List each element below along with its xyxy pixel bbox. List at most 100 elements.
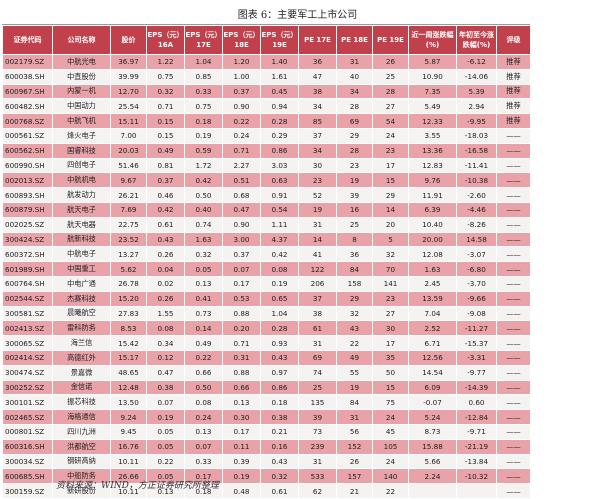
table-cell: -3.70 (456, 275, 497, 292)
table-cell: 0.61 (260, 483, 299, 499)
table-cell: 30 (298, 157, 337, 174)
table-cell: 0.91 (260, 187, 299, 203)
table-cell: 48.65 (110, 364, 147, 381)
table-cell: 0.19 (260, 275, 299, 292)
table-cell: 24 (372, 453, 409, 470)
table-cell: 杰赛科技 (52, 290, 111, 307)
table-cell: 0.24 (222, 127, 261, 144)
table-cell: 12.70 (110, 83, 147, 100)
table-cell: 31 (298, 216, 337, 233)
table-body: 002179.SZ 中航光电 36.97 1.22 1.04 1.20 1.40 36 31 26… (2, 54, 531, 499)
table-cell: 0.53 (222, 290, 261, 307)
table-cell: 0.08 (184, 394, 223, 411)
table-cell: 1.20 (222, 54, 261, 70)
table-cell: 0.97 (260, 364, 299, 381)
table-cell: 1.72 (184, 157, 223, 174)
table-cell: 12.83 (408, 157, 457, 174)
table-cell: 002465.SZ (2, 409, 53, 425)
table-cell: —— (496, 409, 531, 425)
table-cell: 0.13 (146, 483, 185, 499)
table-row: 600316.SH 洪都航空 16.76 0.05 0.07 0.11 0.16 239 152… (2, 438, 531, 455)
table-cell: 0.88 (222, 364, 261, 381)
table-cell: 17 (372, 157, 409, 174)
table-cell: 1.22 (146, 54, 185, 70)
table-cell: -6.80 (456, 261, 497, 277)
header-cell: EPS（元）18E (222, 25, 261, 55)
table-cell: 2.24 (408, 468, 457, 485)
table-cell: -18.03 (456, 127, 497, 144)
table-cell: 0.39 (222, 453, 261, 470)
header-cell: EPS（元）16A (146, 25, 185, 55)
table-cell: —— (496, 201, 531, 218)
header-cell: EPS（元）17E (184, 25, 223, 55)
table-cell: 0.17 (222, 275, 261, 292)
table-cell: 7.35 (408, 83, 457, 100)
table-cell: 34 (298, 142, 337, 159)
table-cell: 5.24 (408, 409, 457, 425)
table-cell: 0.13 (184, 275, 223, 292)
table-cell: 38 (298, 83, 337, 100)
table-cell: 7.04 (408, 305, 457, 322)
table-cell: 600372.SH (2, 246, 53, 263)
table-cell: 15 (372, 172, 409, 189)
table-cell: 140 (372, 468, 409, 485)
table-cell: 6.09 (408, 379, 457, 396)
table-cell: 中国重工 (52, 261, 111, 277)
table-cell: 0.17 (184, 468, 223, 485)
table-cell: 0.86 (260, 142, 299, 159)
table-row: 600990.SH 四创电子 51.46 0.81 1.72 2.27 3.03 30 23 17… (2, 157, 531, 174)
table-cell: 0.59 (184, 142, 223, 159)
table-cell: 海格通信 (52, 409, 111, 425)
table-row: 600893.SH 航发动力 26.21 0.46 0.50 0.68 0.91 52 39 29… (2, 187, 531, 203)
table-cell: 69 (336, 113, 373, 129)
table-cell: 8.73 (408, 423, 457, 440)
table-cell: 000801.SZ (2, 423, 53, 440)
table-cell: 69 (298, 349, 337, 366)
table-cell: 0.28 (260, 320, 299, 337)
table-cell: 39 (336, 187, 373, 203)
table-cell: 15 (372, 379, 409, 396)
table-cell: 15.88 (408, 438, 457, 455)
table-cell: 0.28 (260, 113, 299, 129)
table-cell: 30 (372, 320, 409, 337)
table-cell: 0.08 (146, 320, 185, 337)
table-cell: 洪都航空 (52, 438, 111, 455)
title: 图表 6：主要军工上市公司 (237, 10, 358, 21)
source-note: 资料来源：WIND，方正证券研究所整理 (56, 481, 219, 491)
table-cell: 13.36 (408, 142, 457, 159)
table-cell: 10.11 (110, 453, 147, 470)
table-cell: 14 (372, 201, 409, 218)
table-cell: 0.26 (146, 246, 185, 263)
table-cell: -8.26 (456, 216, 497, 233)
table-cell: 0.75 (146, 68, 185, 85)
table-cell: 推荐 (496, 98, 531, 115)
table-cell: 0.14 (184, 320, 223, 337)
table-cell: —— (496, 468, 531, 485)
table-cell: 3.03 (260, 157, 299, 174)
table-cell: 10.90 (408, 68, 457, 85)
table-cell: 0.18 (184, 483, 223, 499)
table-cell: 122 (298, 261, 337, 277)
table-cell: 0.45 (260, 83, 299, 100)
table-cell: 300065.SZ (2, 335, 53, 351)
table-cell: 推荐 (496, 113, 531, 129)
table-cell: 600990.SH (2, 157, 53, 174)
table-cell: 75 (372, 394, 409, 411)
table-cell: 中船防务 (52, 468, 111, 485)
table-cell: 0.19 (184, 127, 223, 144)
table-cell: —— (496, 127, 531, 144)
table-cell: 0.08 (260, 261, 299, 277)
table-row: 002025.SZ 航天电器 22.75 0.61 0.74 0.90 1.11 31 25 20… (2, 216, 531, 233)
table-cell: 2.27 (222, 157, 261, 174)
table-cell: 26.78 (110, 275, 147, 292)
table-cell: —— (496, 157, 531, 174)
table-cell: 航天电器 (52, 216, 111, 233)
header-row: 证券代码 公司名称 股价 EPS（元）16A EPS（元）17E EPS（元）18E EPS… (2, 25, 531, 55)
table-cell: -10.32 (456, 468, 497, 485)
table-cell: 16 (336, 201, 373, 218)
table-cell: 19 (336, 172, 373, 189)
table-cell: 51.46 (110, 157, 147, 174)
table-cell: 35 (372, 349, 409, 366)
table-cell: 21 (336, 483, 373, 499)
table-row: 300581.SZ 晨曦航空 27.83 1.55 0.73 0.88 1.04 38 32 27… (2, 305, 531, 322)
